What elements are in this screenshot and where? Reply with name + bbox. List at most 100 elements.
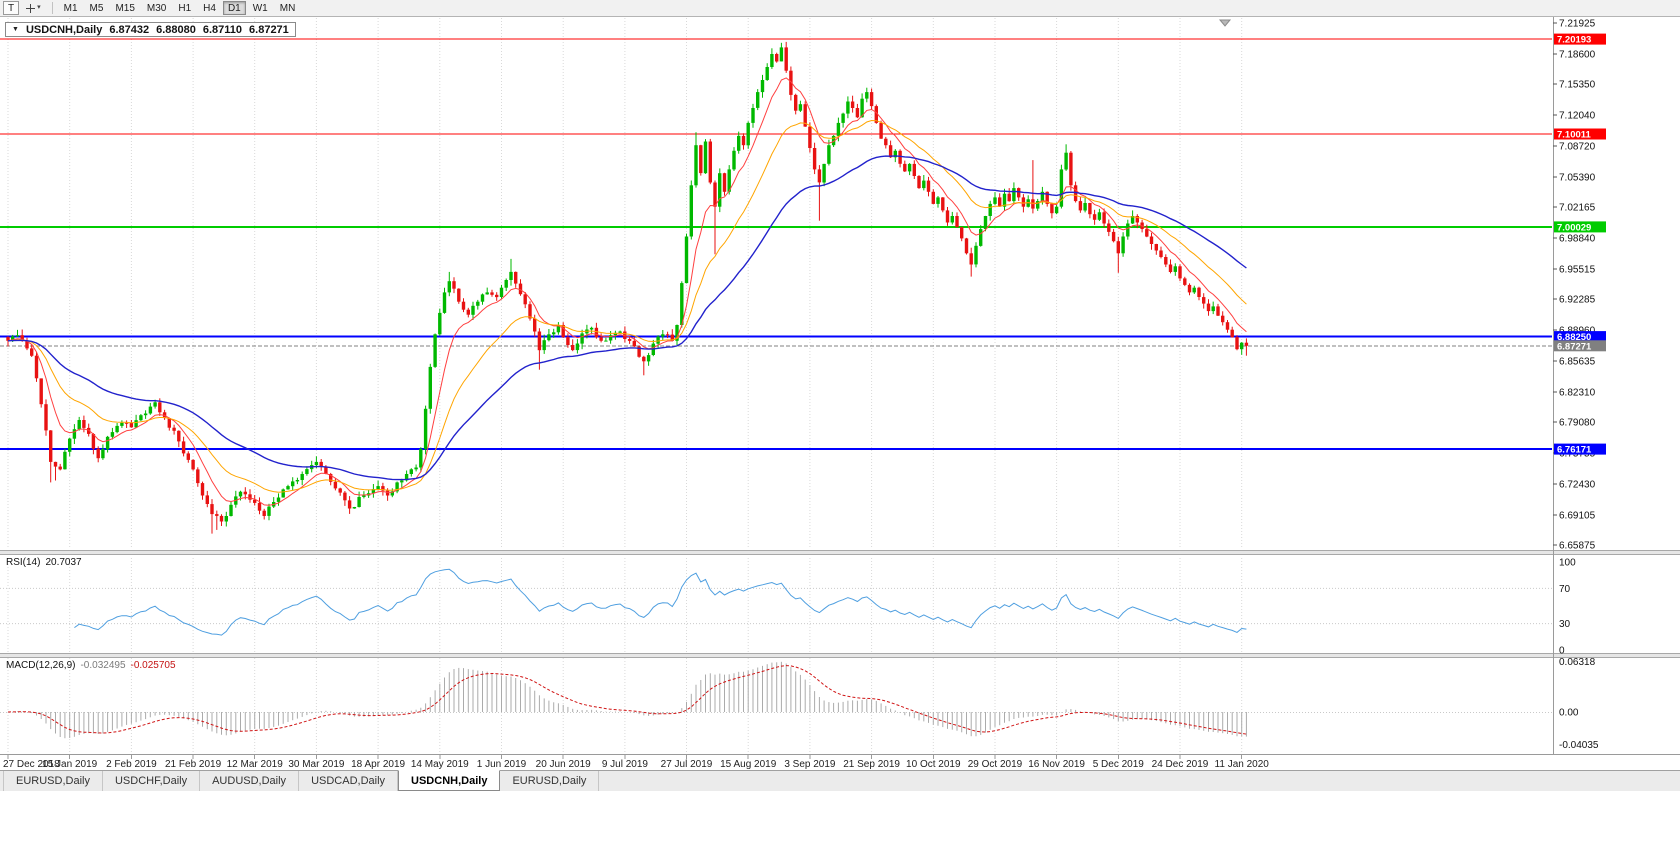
price-level-tag xyxy=(1554,221,1606,233)
rsi-name: RSI(14) xyxy=(6,557,41,568)
svg-text:0.06318: 0.06318 xyxy=(1559,657,1596,668)
svg-text:6.85635: 6.85635 xyxy=(1559,357,1596,368)
svg-text:7.00029: 7.00029 xyxy=(1557,222,1591,233)
svg-text:3 Sep 2019: 3 Sep 2019 xyxy=(784,759,836,770)
macd-indicator-label: MACD(12,26,9) -0.032495 -0.025705 xyxy=(6,660,176,671)
svg-text:21 Sep 2019: 21 Sep 2019 xyxy=(843,759,900,770)
timeframe-button-mn[interactable]: MN xyxy=(275,1,301,15)
svg-text:30 Mar 2019: 30 Mar 2019 xyxy=(288,759,345,770)
ohlc-low-value: 6.87110 xyxy=(202,23,243,36)
svg-text:15 Aug 2019: 15 Aug 2019 xyxy=(720,759,777,770)
svg-text:6.95515: 6.95515 xyxy=(1559,265,1596,276)
ohlc-close-value: 6.87271 xyxy=(249,23,289,36)
collapse-triangle-icon[interactable]: ▼ xyxy=(12,26,19,33)
svg-text:12 Mar 2019: 12 Mar 2019 xyxy=(227,759,284,770)
chart-tab-bar: EURUSD,Daily USDCHF,Daily AUDUSD,Daily USDC… xyxy=(0,770,1680,791)
chart-ohlc-header: ▼ USDCNH,Daily 6.87432 6.88080 6.87110 6… xyxy=(5,22,296,37)
svg-text:24 Dec 2019: 24 Dec 2019 xyxy=(1152,759,1209,770)
svg-text:6.87271: 6.87271 xyxy=(1557,341,1592,352)
macd-signal-value: -0.025705 xyxy=(130,660,176,671)
timeframe-button-m1[interactable]: M1 xyxy=(59,1,83,15)
svg-text:11 Jan 2020: 11 Jan 2020 xyxy=(1215,759,1270,770)
timeframe-button-h4[interactable]: H4 xyxy=(198,1,221,15)
svg-text:7.05390: 7.05390 xyxy=(1559,173,1596,184)
chart-tab-4[interactable]: USDCNH,Daily xyxy=(398,770,501,791)
svg-text:7.15350: 7.15350 xyxy=(1559,80,1596,91)
svg-text:29 Oct 2019: 29 Oct 2019 xyxy=(968,759,1023,770)
macd-name: MACD(12,26,9) xyxy=(6,660,76,671)
svg-text:6.79080: 6.79080 xyxy=(1559,418,1596,429)
price-chart-svg: 100 70 30 00.06318 0.00 -0.04035 7.21925 7.1860… xyxy=(0,17,1680,770)
candles xyxy=(6,41,1249,534)
ma-slow-blue xyxy=(7,155,1247,481)
svg-text:30: 30 xyxy=(1559,619,1571,630)
svg-text:6.76171: 6.76171 xyxy=(1557,445,1592,456)
price-level-tag xyxy=(1554,340,1606,352)
svg-text:21 Feb 2019: 21 Feb 2019 xyxy=(165,759,222,770)
svg-text:100: 100 xyxy=(1559,558,1576,569)
dropdown-arrow-icon: ▾ xyxy=(37,4,41,11)
chart-tab-1[interactable]: USDCHF,Daily xyxy=(103,771,201,791)
svg-text:16 Nov 2019: 16 Nov 2019 xyxy=(1028,759,1085,770)
svg-text:6.82310: 6.82310 xyxy=(1559,388,1596,399)
timeframe-button-h1[interactable]: H1 xyxy=(173,1,196,15)
svg-text:6.98840: 6.98840 xyxy=(1559,234,1596,245)
svg-text:2 Feb 2019: 2 Feb 2019 xyxy=(106,759,157,770)
price-level-tag xyxy=(1554,33,1606,45)
svg-text:-0.04035: -0.04035 xyxy=(1559,740,1599,751)
timeframe-button-d1[interactable]: D1 xyxy=(222,1,246,15)
svg-text:6.88960: 6.88960 xyxy=(1559,326,1596,337)
svg-text:18 Apr 2019: 18 Apr 2019 xyxy=(351,759,405,770)
price-level-tag xyxy=(1554,443,1606,455)
ma-mid-orange xyxy=(7,119,1247,493)
svg-text:7.18600: 7.18600 xyxy=(1559,50,1596,61)
price-level-tag xyxy=(1554,331,1606,343)
chart-symbol-label: USDCNH,Daily xyxy=(25,23,103,36)
svg-text:6.88250: 6.88250 xyxy=(1557,332,1591,343)
crosshair-tool-button[interactable]: ▾ xyxy=(21,1,46,15)
svg-text:10 Oct 2019: 10 Oct 2019 xyxy=(906,759,961,770)
rsi-value: 20.7037 xyxy=(45,557,82,568)
timeframe-button-m5[interactable]: M5 xyxy=(85,1,109,15)
svg-text:7.10011: 7.10011 xyxy=(1557,130,1592,141)
ma-fast-red xyxy=(7,77,1247,506)
svg-text:7.20193: 7.20193 xyxy=(1557,35,1591,46)
templates-button[interactable]: T xyxy=(3,1,20,15)
ohlc-high-value: 6.88080 xyxy=(156,23,196,36)
price-level-tag xyxy=(1554,128,1606,140)
svg-text:14 May 2019: 14 May 2019 xyxy=(411,759,469,770)
chart-tab-3[interactable]: USDCAD,Daily xyxy=(299,771,399,791)
svg-text:27 Dec 2018: 27 Dec 2018 xyxy=(3,759,60,770)
crosshair-icon xyxy=(26,3,36,13)
rsi-line xyxy=(74,568,1247,636)
timeframe-button-m15[interactable]: M15 xyxy=(110,1,139,15)
macd-main-value: -0.032495 xyxy=(80,660,126,671)
timeframe-button-group: M1 M5 M15 M30 H1 H4 D1 W1 MN xyxy=(59,1,301,15)
svg-text:70: 70 xyxy=(1559,584,1571,595)
svg-text:6.72430: 6.72430 xyxy=(1559,480,1596,491)
timeframe-button-m30[interactable]: M30 xyxy=(142,1,171,15)
chart-tab-2[interactable]: AUDUSD,Daily xyxy=(200,771,300,791)
svg-text:1 Jun 2019: 1 Jun 2019 xyxy=(477,759,527,770)
svg-text:6.92285: 6.92285 xyxy=(1559,295,1596,306)
svg-text:6.69105: 6.69105 xyxy=(1559,511,1596,522)
svg-text:6.65875: 6.65875 xyxy=(1559,541,1596,552)
chart-shift-marker xyxy=(1218,19,1232,27)
svg-text:7.21925: 7.21925 xyxy=(1559,19,1596,30)
svg-text:27 Jul 2019: 27 Jul 2019 xyxy=(661,759,713,770)
timeframe-button-w1[interactable]: W1 xyxy=(248,1,273,15)
chart-tab-5[interactable]: EURUSD,Daily xyxy=(500,771,600,791)
svg-text:7.12040: 7.12040 xyxy=(1559,111,1596,122)
svg-text:15 Jan 2019: 15 Jan 2019 xyxy=(42,759,97,770)
chart-canvas[interactable]: 100 70 30 0 0.06318 0.00 -0.04035 7.21925 7.1860… xyxy=(0,17,1680,770)
main-toolbar: T ▾ M1 M5 M15 M30 H1 H4 D1 W1 MN xyxy=(0,0,1680,17)
macd-signal-line xyxy=(7,665,1247,735)
svg-text:7.02165: 7.02165 xyxy=(1559,203,1596,214)
svg-text:0.00: 0.00 xyxy=(1559,708,1579,719)
macd-histogram xyxy=(12,661,1247,739)
ohlc-open-value: 6.87432 xyxy=(109,23,150,36)
chart-tab-0[interactable]: EURUSD,Daily xyxy=(3,771,103,791)
rsi-indicator-label: RSI(14) 20.7037 xyxy=(6,557,82,568)
svg-text:20 Jun 2019: 20 Jun 2019 xyxy=(536,759,591,770)
